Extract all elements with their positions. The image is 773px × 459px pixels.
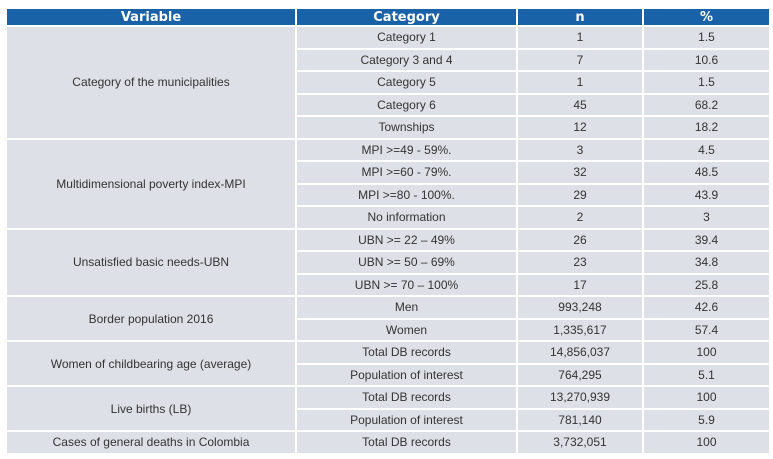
table-row: MPI >=80 - 100%. 29 43.9: [7, 184, 769, 205]
percent-cell: 48.5: [644, 162, 769, 183]
header-variable: Variable: [7, 9, 295, 25]
table-row: Women 1,335,617 57.4: [7, 319, 769, 340]
n-cell: 17: [518, 274, 642, 295]
category-cell: UBN >= 22 – 49%: [297, 229, 516, 250]
n-cell: 13,270,939: [518, 387, 642, 408]
variable-cell: Cases of general deaths in Colombia: [7, 432, 295, 453]
variable-cell: Unsatisfied basic needs-UBN: [7, 229, 295, 295]
n-cell: 3: [518, 139, 642, 160]
category-cell: Total DB records: [297, 432, 516, 453]
header-percent: %: [644, 9, 769, 25]
n-cell: 2: [518, 207, 642, 228]
table-row: Live births (LB) Total DB records 13,270,9…: [7, 387, 769, 430]
table-row: Category 5 1 1.5: [7, 72, 769, 93]
table-row: Multidimensional poverty index-MPI MPI >=…: [7, 139, 769, 228]
percent-cell: 10.6: [644, 49, 769, 70]
n-cell: 993,248: [518, 297, 642, 318]
table-row: Category 6 45 68.2: [7, 94, 769, 115]
n-cell: 764,295: [518, 364, 642, 385]
category-cell: Total DB records: [297, 342, 516, 363]
table-row: Population of interest 764,295 5.1: [7, 364, 769, 385]
data-table: Variable Category n % Category of the mu…: [5, 7, 771, 455]
table-row: Category 3 and 4 7 10.6: [7, 49, 769, 70]
percent-cell: 39.4: [644, 229, 769, 250]
category-cell: UBN >= 50 – 69%: [297, 252, 516, 273]
category-cell: Population of interest: [297, 364, 516, 385]
header-category: Category: [297, 9, 516, 25]
n-cell: 26: [518, 229, 642, 250]
category-cell: Category 5: [297, 72, 516, 93]
variable-cell: Live births (LB): [7, 387, 295, 430]
category-cell: MPI >=49 - 59%.: [297, 139, 516, 160]
category-cell: Population of interest: [297, 409, 516, 430]
n-cell: 14,856,037: [518, 342, 642, 363]
n-cell: 23: [518, 252, 642, 273]
n-cell: 1,335,617: [518, 319, 642, 340]
table-row: Category of the municipalities Category 1…: [7, 27, 769, 138]
n-cell: 29: [518, 184, 642, 205]
category-cell: MPI >=80 - 100%.: [297, 184, 516, 205]
n-cell: 32: [518, 162, 642, 183]
n-cell: 12: [518, 117, 642, 138]
variable-cell: Border population 2016: [7, 297, 295, 340]
category-cell: Category 3 and 4: [297, 49, 516, 70]
percent-cell: 25.8: [644, 274, 769, 295]
category-cell: Men: [297, 297, 516, 318]
category-cell: Total DB records: [297, 387, 516, 408]
category-cell: UBN >= 70 – 100%: [297, 274, 516, 295]
table-row: Border population 2016 Men 993,248 42.6: [7, 297, 769, 340]
table-row: Cases of general deaths in Colombia Total…: [7, 432, 769, 453]
n-cell: 7: [518, 49, 642, 70]
category-cell: No information: [297, 207, 516, 228]
n-cell: 45: [518, 94, 642, 115]
percent-cell: 42.6: [644, 297, 769, 318]
n-cell: 781,140: [518, 409, 642, 430]
table-row: No information 2 3: [7, 207, 769, 228]
variable-cell: Women of childbearing age (average): [7, 342, 295, 385]
table-row: Townships 12 18.2: [7, 117, 769, 138]
variable-cell: Category of the municipalities: [7, 27, 295, 138]
percent-cell: 34.8: [644, 252, 769, 273]
category-cell: Category 6: [297, 94, 516, 115]
category-cell: Category 1: [297, 27, 516, 48]
percent-cell: 18.2: [644, 117, 769, 138]
variable-cell: Multidimensional poverty index-MPI: [7, 139, 295, 228]
percent-cell: 100: [644, 342, 769, 363]
table-row: Women of childbearing age (average) Total…: [7, 342, 769, 385]
table-row: MPI >=60 - 79%. 32 48.5: [7, 162, 769, 183]
n-cell: 3,732,051: [518, 432, 642, 453]
category-cell: MPI >=60 - 79%.: [297, 162, 516, 183]
percent-cell: 5.1: [644, 364, 769, 385]
header-n: n: [518, 9, 642, 25]
percent-cell: 68.2: [644, 94, 769, 115]
percent-cell: 1.5: [644, 27, 769, 48]
percent-cell: 57.4: [644, 319, 769, 340]
percent-cell: 5.9: [644, 409, 769, 430]
n-cell: 1: [518, 72, 642, 93]
category-cell: Women: [297, 319, 516, 340]
table-row: Unsatisfied basic needs-UBN UBN >= 22 – 4…: [7, 229, 769, 295]
table-row: UBN >= 50 – 69% 23 34.8: [7, 252, 769, 273]
percent-cell: 4.5: [644, 139, 769, 160]
percent-cell: 100: [644, 432, 769, 453]
category-cell: Townships: [297, 117, 516, 138]
percent-cell: 3: [644, 207, 769, 228]
table-body: Category of the municipalities Category 1…: [7, 27, 769, 453]
table-row: Population of interest 781,140 5.9: [7, 409, 769, 430]
percent-cell: 43.9: [644, 184, 769, 205]
percent-cell: 100: [644, 387, 769, 408]
header-row: Variable Category n %: [7, 9, 769, 25]
percent-cell: 1.5: [644, 72, 769, 93]
n-cell: 1: [518, 27, 642, 48]
table-row: UBN >= 70 – 100% 17 25.8: [7, 274, 769, 295]
